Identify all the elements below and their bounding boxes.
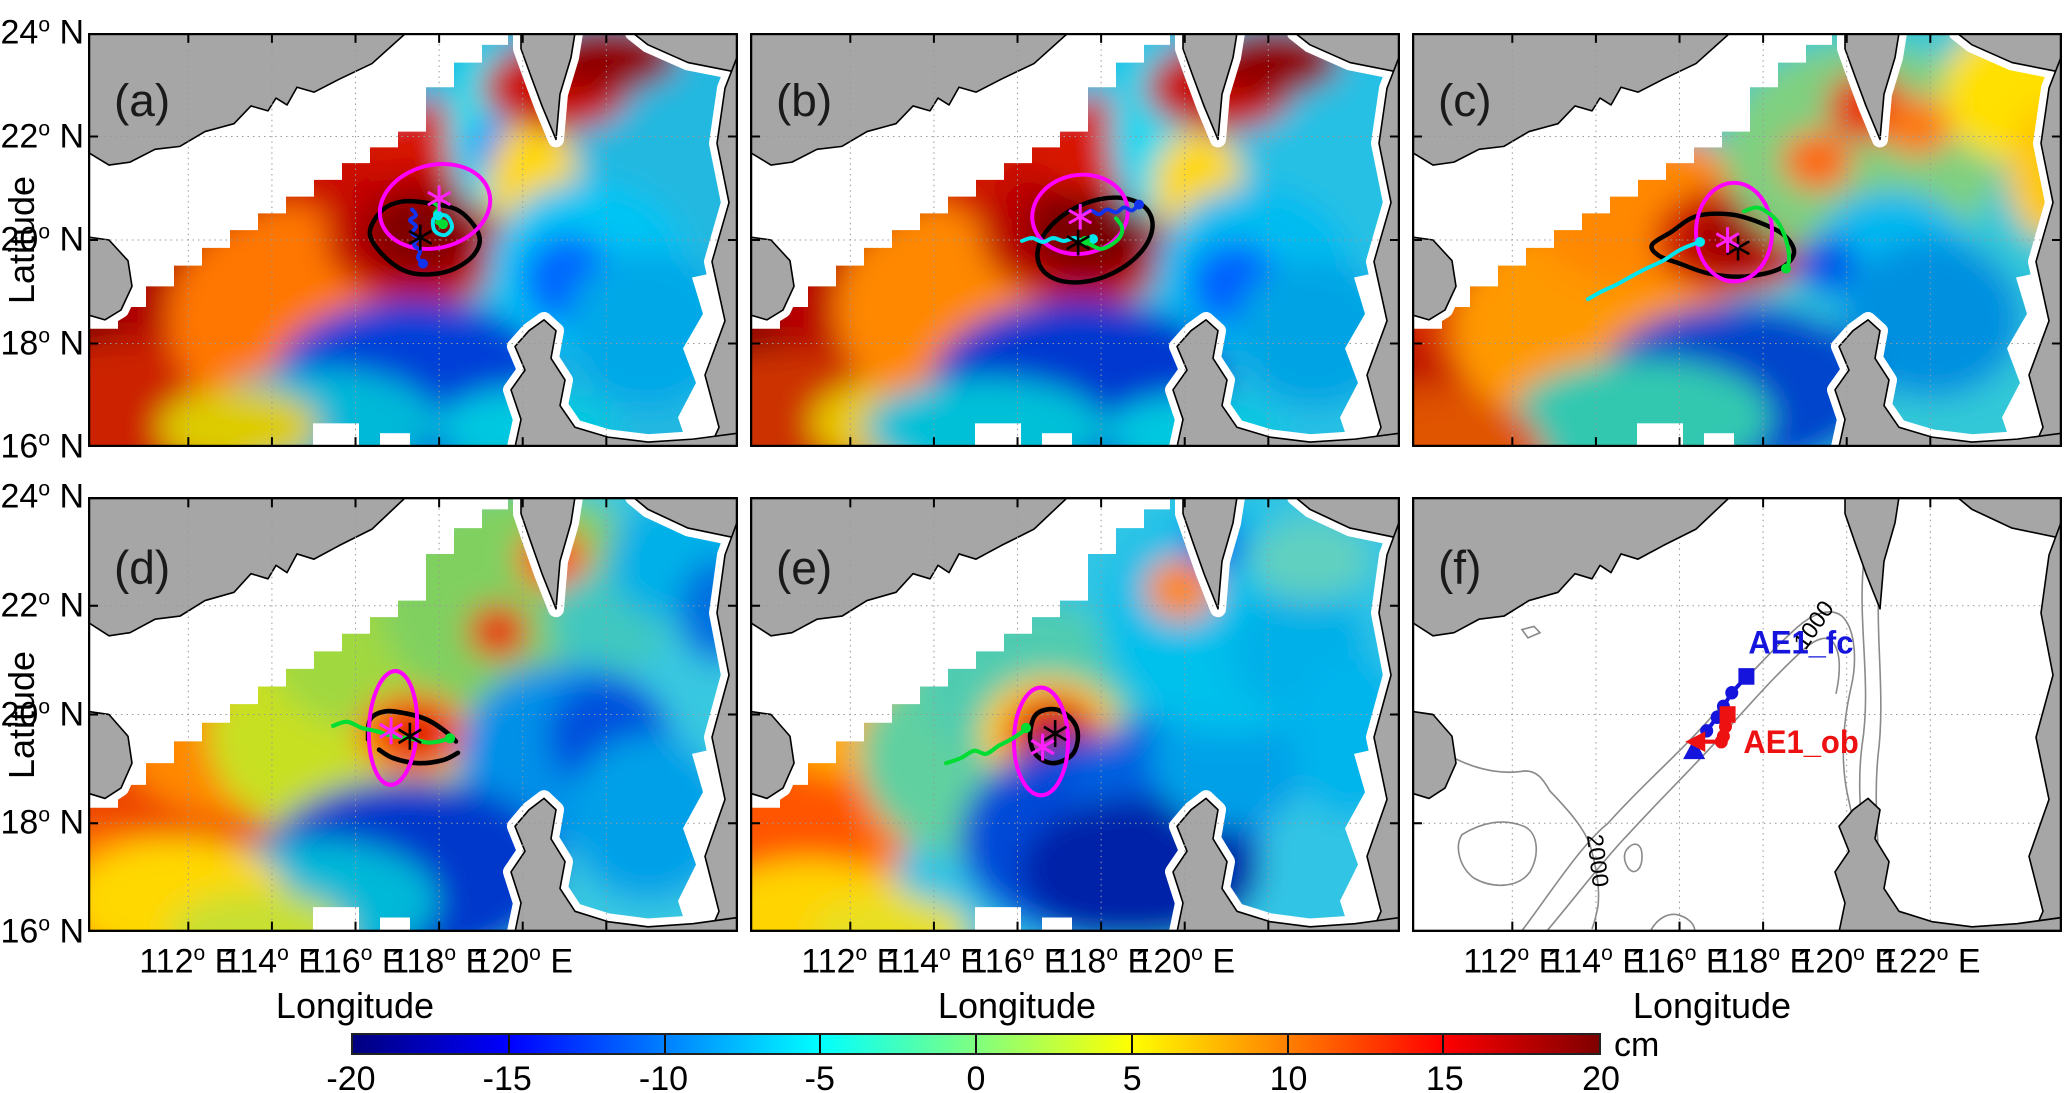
lat-tick-label: 24o N <box>0 13 84 52</box>
x-axis-title-col1: Longitude <box>275 985 435 1026</box>
lon-tick-label: 114o E <box>1546 942 1645 981</box>
lat-tick-label: 18o N <box>0 323 84 363</box>
trajectory-label-AE1_ob: AE1_ob <box>1743 723 1858 760</box>
panel-svg-e: (e) <box>750 497 1400 932</box>
eddy-overlays <box>1020 172 1155 285</box>
panel-svg-a: (a) <box>88 33 738 447</box>
colorbar-unit-label: cm <box>1614 1026 1660 1064</box>
colorbar-tick-label: -20 <box>326 1060 376 1093</box>
panel-d-map: (d) <box>88 497 738 932</box>
panel-a-map: (a) <box>88 33 738 447</box>
x-axis-title-col3: Longitude <box>1632 985 1792 1026</box>
colorbar-tick-label: 20 <box>1582 1060 1620 1093</box>
colorbar-tick <box>663 1035 666 1053</box>
bathymetry-label: 2000 <box>1582 833 1614 889</box>
lat-tick-label: 18o N <box>0 803 84 842</box>
panel-letter-label: (b) <box>776 75 832 126</box>
colorbar-tick <box>975 1035 977 1053</box>
trajectory-label-AE1_fc: AE1_fc <box>1748 624 1853 661</box>
lon-tick-label: 116o E <box>306 942 405 981</box>
lon-tick-label: 116o E <box>968 942 1067 981</box>
lon-tick-label: 118o E <box>1714 942 1813 981</box>
panel-e-map: (e) <box>750 497 1400 932</box>
sla-field <box>88 33 738 447</box>
colorbar-tick <box>507 1035 510 1053</box>
panel-svg-c: (c) <box>1412 33 2062 447</box>
lon-tick-label: 112o E <box>139 942 238 981</box>
panel-letter-label: (c) <box>1438 75 1492 126</box>
lon-tick-label: 120o E <box>1796 942 1897 981</box>
colorbar-tick <box>1286 1035 1289 1053</box>
panel-svg-d: (d) <box>88 497 738 932</box>
lon-tick-label: 122o E <box>1880 942 1981 981</box>
lon-tick-label: 112o E <box>801 942 900 981</box>
colorbar-tick-label: 15 <box>1425 1060 1464 1093</box>
lon-tick-label: 120o E <box>1134 942 1235 981</box>
colorbar-tick-label: 10 <box>1269 1060 1308 1093</box>
eddy-overlays <box>1586 180 1797 302</box>
colorbar <box>351 1033 1601 1055</box>
lon-tick-label: 118o E <box>1052 942 1151 981</box>
lat-tick-label: 24o N <box>0 477 84 516</box>
eddy-overlays <box>367 162 493 277</box>
panel-letter-label: (d) <box>114 541 170 594</box>
lon-tick-label: 114o E <box>222 942 321 981</box>
lat-tick-label: 16o N <box>0 912 84 951</box>
panel-c-map: (c) <box>1412 33 2062 447</box>
lon-tick-label: 112o E <box>1463 942 1562 981</box>
colorbar-tick-label: -5 <box>804 1060 835 1093</box>
lat-tick-label: 22o N <box>0 586 84 625</box>
x-axis-title-col2: Longitude <box>937 985 1097 1026</box>
lat-tick-label: 16o N <box>0 427 84 466</box>
colorbar-tick <box>1442 1035 1445 1053</box>
lat-tick-label: 20o N <box>0 220 84 259</box>
trajectory-AE1_ob: AE1_ob <box>1685 706 1859 760</box>
lat-tick-label: 20o N <box>0 694 84 734</box>
panel-letter-label: (e) <box>776 541 832 594</box>
colorbar-tick <box>1130 1035 1133 1053</box>
lon-tick-label: 120o E <box>472 942 573 981</box>
panel-f-map: 1000 2000 AE1_fc AE1_ob (f) <box>1412 497 2062 932</box>
colorbar-tick-label: -10 <box>638 1060 689 1093</box>
lon-tick-label: 118o E <box>390 942 489 981</box>
lon-tick-label: 116o E <box>1630 942 1729 981</box>
lon-tick-label: 114o E <box>884 942 983 981</box>
colorbar-tick-label: -15 <box>482 1060 532 1093</box>
panel-b-map: (b) <box>750 33 1400 447</box>
panel-letter-label: (a) <box>114 75 170 126</box>
colorbar-tick-label: 5 <box>1122 1060 1142 1093</box>
panel-letter-label: (f) <box>1438 541 1481 594</box>
colorbar-tick-label: 0 <box>966 1060 986 1093</box>
eddy-overlays <box>331 668 461 787</box>
lat-tick-label: 22o N <box>0 116 84 156</box>
colorbar-tick <box>819 1035 822 1053</box>
eddy-overlays <box>944 685 1081 798</box>
panel-svg-b: (b) <box>750 33 1400 447</box>
